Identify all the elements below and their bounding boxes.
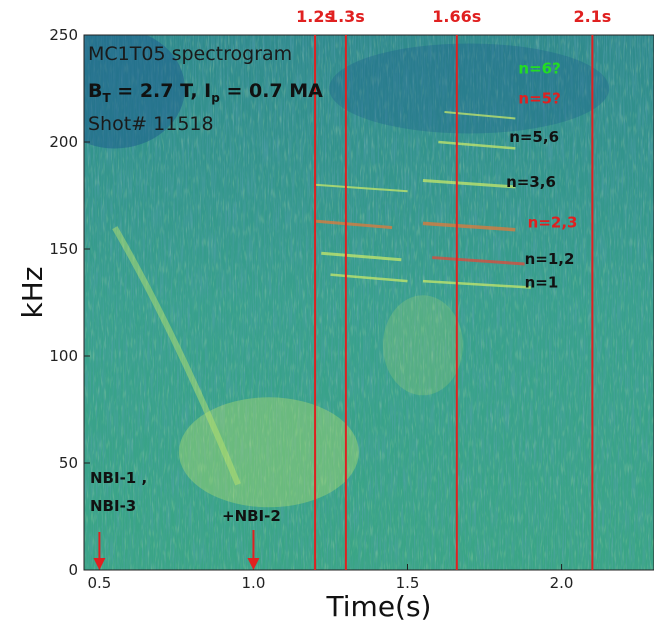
mode-band xyxy=(314,219,393,230)
mode-band xyxy=(432,256,525,266)
dark-region xyxy=(329,43,610,134)
spectrogram-bright-noise xyxy=(84,35,654,570)
mode-label: n=3,6 xyxy=(506,173,556,191)
nbi-label: +NBI-2 xyxy=(222,507,281,525)
y-tick-label: 150 xyxy=(49,240,78,258)
y-tick-label: 0 xyxy=(68,561,78,579)
mode-band xyxy=(422,279,531,289)
dark-region xyxy=(84,35,185,149)
mode-label: n=1,2 xyxy=(525,250,575,268)
mode-label: n=1 xyxy=(525,274,559,292)
bright-region xyxy=(178,397,359,508)
subtitle-mid: = 2.7 T, I xyxy=(111,80,212,102)
subtitle-sub-t: T xyxy=(102,91,111,105)
spectral-features xyxy=(84,35,610,508)
x-axis-title: Time(s) xyxy=(326,590,432,623)
time-marker-label: 1.66s xyxy=(432,7,481,26)
plot-area xyxy=(84,35,654,570)
time-marker-label: 2.1s xyxy=(573,7,611,26)
x-tick-label: 2.0 xyxy=(550,574,574,592)
nbi-label: NBI-3 xyxy=(90,497,136,515)
mode-band xyxy=(422,179,516,189)
x-tick-label: 1.0 xyxy=(242,574,266,592)
mode-labels: n=6? n=5? n=5,6 n=3,6 n=2,3 n=1,2 n=1 xyxy=(506,60,577,292)
mode-band xyxy=(422,221,516,232)
mode-band xyxy=(321,251,402,262)
subtitle-sub-p: p xyxy=(211,91,220,105)
chart-title: MC1T05 spectrogram xyxy=(88,43,292,65)
nbi-arrow-head xyxy=(93,558,106,570)
mode-band xyxy=(330,273,408,283)
chirp-feature xyxy=(112,226,241,486)
time-marker-labels: 1.2s1.3s 1.66s 2.1s xyxy=(296,7,611,26)
mode-band xyxy=(315,183,408,193)
mode-label: n=5? xyxy=(518,89,560,107)
chart-subtitle: BT = 2.7 T, Ip = 0.7 MA xyxy=(88,80,323,105)
mode-label: n=5,6 xyxy=(509,128,559,146)
x-tick-label: 0.5 xyxy=(87,574,111,592)
y-axis-title: kHz xyxy=(16,267,49,319)
nbi-arrow-head xyxy=(247,558,260,570)
bright-region xyxy=(382,295,463,396)
nbi-label: NBI-1 , xyxy=(90,469,147,487)
y-tick-label: 50 xyxy=(59,454,78,472)
time-marker-label: 1.2s xyxy=(296,7,334,26)
x-axis-ticks: 0.5 1.0 1.5 2.0 xyxy=(87,564,573,592)
subtitle-b: B xyxy=(88,80,102,102)
plot-frame xyxy=(83,34,654,571)
x-tick-label: 1.5 xyxy=(396,574,420,592)
y-tick-label: 200 xyxy=(49,133,78,151)
mode-label: n=6? xyxy=(518,60,560,78)
y-tick-label: 250 xyxy=(49,26,78,44)
shot-label: Shot# 11518 xyxy=(88,113,214,135)
y-axis-ticks: 0 50 100 150 200 250 xyxy=(49,26,90,579)
time-marker-label: 1.3s xyxy=(327,7,365,26)
mode-label: n=2,3 xyxy=(528,214,578,232)
y-tick-label: 100 xyxy=(49,347,78,365)
nbi-annotations: NBI-1 , NBI-3 +NBI-2 xyxy=(90,469,281,570)
mode-band xyxy=(438,140,516,150)
subtitle-end: = 0.7 MA xyxy=(220,80,323,102)
time-marker-lines xyxy=(314,35,594,570)
